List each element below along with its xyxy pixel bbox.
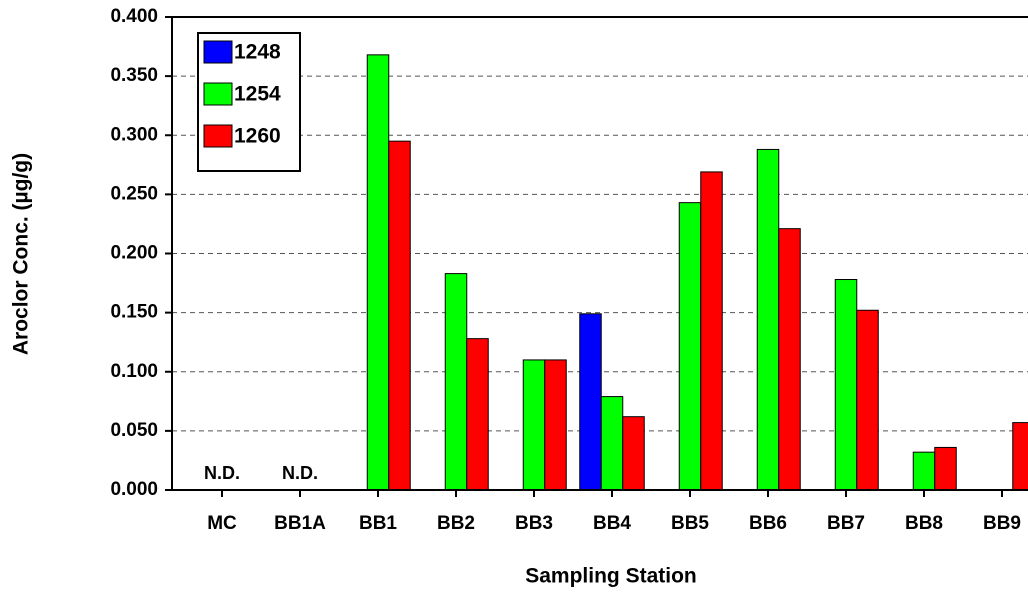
legend-label: 1248 (234, 41, 281, 64)
y-tick-label: 0.300 (110, 124, 158, 145)
bar (778, 228, 801, 491)
y-tick-label: 0.050 (110, 420, 158, 441)
bar (678, 202, 702, 491)
bar (522, 359, 546, 491)
bar (700, 171, 723, 491)
bar (622, 416, 645, 491)
x-tick-label: BB7 (827, 513, 865, 534)
bar (1012, 422, 1028, 491)
x-tick-label: BB2 (437, 513, 475, 534)
bar (834, 279, 858, 491)
y-tick-label: 0.150 (110, 302, 158, 323)
x-tick-label: BB9 (983, 513, 1021, 534)
bar (579, 313, 602, 491)
legend-label: 1260 (234, 125, 281, 148)
y-tick-label: 0.350 (110, 65, 158, 86)
legend-label: 1254 (234, 83, 281, 106)
bar (912, 451, 936, 491)
x-tick-label: BB4 (593, 513, 631, 534)
bar (934, 446, 957, 491)
legend-swatch (203, 124, 233, 148)
x-tick-label: BB1A (274, 513, 326, 534)
bar (600, 396, 624, 491)
x-tick-label: BB5 (671, 513, 709, 534)
y-axis-title: Aroclor Conc. (µg/g) (10, 153, 33, 355)
bar (466, 338, 489, 491)
x-tick-label: BB3 (515, 513, 553, 534)
x-tick-label: BB1 (359, 513, 397, 534)
x-tick-label: MC (207, 513, 237, 534)
legend-swatch (203, 82, 233, 106)
bar (388, 140, 411, 491)
legend-swatch (203, 40, 233, 64)
y-tick-label: 0.000 (110, 479, 158, 500)
annotation: N.D. (204, 463, 240, 483)
bar (544, 359, 567, 491)
bar (366, 54, 390, 491)
bar (444, 273, 468, 491)
bar (856, 309, 879, 491)
bar (756, 148, 780, 491)
y-tick-label: 0.200 (110, 243, 158, 264)
y-tick-label: 0.100 (110, 361, 158, 382)
x-axis-title: Sampling Station (525, 565, 697, 588)
y-tick-label: 0.250 (110, 183, 158, 204)
x-tick-label: BB6 (749, 513, 787, 534)
annotation: N.D. (282, 463, 318, 483)
y-tick-label: 0.400 (110, 6, 158, 27)
x-tick-label: BB8 (905, 513, 943, 534)
